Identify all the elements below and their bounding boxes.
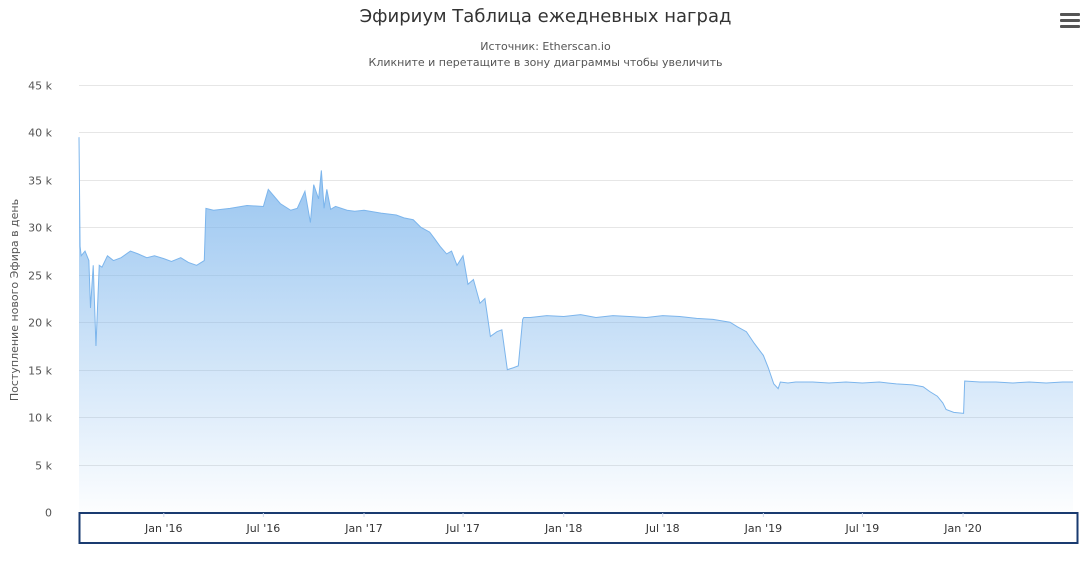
series-line: [78, 137, 1073, 414]
y-tick-label: 25 k: [28, 270, 52, 283]
y-tick-label: 10 k: [28, 412, 52, 425]
chart-subtitle: Источник: Etherscan.io: [480, 40, 611, 53]
y-tick-label: 0: [45, 507, 52, 520]
x-tick-label: Jul '16: [245, 522, 280, 535]
x-tick-label: Jan '16: [144, 522, 182, 535]
x-tick-label: Jan '17: [344, 522, 382, 535]
y-tick-label: 30 k: [28, 222, 52, 235]
y-tick-label: 5 k: [35, 460, 52, 473]
x-tick-label: Jul '17: [445, 522, 480, 535]
y-tick-label: 20 k: [28, 317, 52, 330]
x-tick-label: Jan '20: [943, 522, 981, 535]
x-tick-label: Jan '18: [544, 522, 582, 535]
y-tick-label: 15 k: [28, 365, 52, 378]
y-tick-label: 40 k: [28, 127, 52, 140]
y-axis-title: Поступление нового Эфира в день: [8, 199, 21, 401]
chart-title: Эфириум Таблица ежедневных наград: [359, 6, 732, 27]
chart-caption: Кликните и перетащите в зону диаграммы ч…: [368, 56, 723, 69]
y-tick-label: 45 k: [28, 80, 52, 93]
x-tick-label: Jul '18: [645, 522, 680, 535]
navigator-frame[interactable]: [78, 512, 1079, 544]
y-tick-label: 35 k: [28, 175, 52, 188]
x-tick-label: Jan '19: [744, 522, 782, 535]
series-area: [79, 137, 1073, 512]
hamburger-menu-icon[interactable]: [1058, 10, 1082, 32]
x-tick-label: Jul '19: [844, 522, 879, 535]
